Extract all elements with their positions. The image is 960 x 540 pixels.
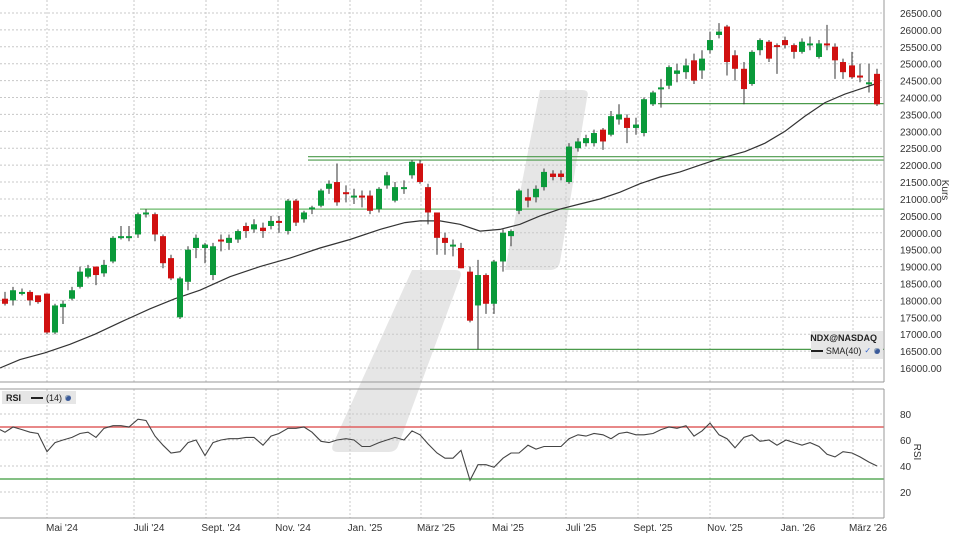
svg-text:Kurs: Kurs — [939, 180, 950, 201]
svg-text:23500.00: 23500.00 — [900, 110, 942, 121]
svg-text:RSI: RSI — [911, 444, 922, 461]
svg-text:25000.00: 25000.00 — [900, 60, 942, 71]
svg-text:20500.00: 20500.00 — [900, 212, 942, 223]
svg-text:19500.00: 19500.00 — [900, 246, 942, 257]
svg-text:Juli '24: Juli '24 — [134, 523, 165, 534]
sma-line — [0, 81, 881, 369]
svg-text:21000.00: 21000.00 — [900, 195, 942, 206]
svg-text:60: 60 — [900, 436, 912, 447]
svg-text:22500.00: 22500.00 — [900, 144, 942, 155]
svg-text:März '25: März '25 — [417, 523, 455, 534]
svg-text:März '26: März '26 — [849, 523, 887, 534]
legend-rsi-title: RSI — [6, 392, 22, 403]
svg-text:26000.00: 26000.00 — [900, 26, 942, 37]
settings-globe-icon[interactable] — [65, 394, 72, 401]
support-resistance-lines — [140, 103, 884, 351]
svg-text:20000.00: 20000.00 — [900, 229, 942, 240]
svg-text:16500.00: 16500.00 — [900, 347, 942, 358]
svg-text:26500.00: 26500.00 — [900, 9, 942, 20]
line-swatch-icon — [811, 349, 823, 352]
watermark-logo — [332, 90, 588, 452]
svg-text:Sept. '24: Sept. '24 — [201, 523, 241, 534]
svg-text:22000.00: 22000.00 — [900, 161, 942, 172]
svg-text:20: 20 — [900, 488, 912, 499]
settings-globe-icon[interactable] — [874, 347, 880, 354]
candlesticks — [2, 23, 880, 350]
time-axis: Mai '24 Juli '24 Sept. '24 Nov. '24 Jan. '25… — [46, 523, 887, 534]
svg-text:Sept. '25: Sept. '25 — [633, 523, 673, 534]
svg-text:17000.00: 17000.00 — [900, 330, 942, 341]
legend-rsi-period: (14) — [46, 392, 63, 403]
svg-text:40: 40 — [900, 462, 912, 473]
svg-text:16000.00: 16000.00 — [900, 364, 942, 375]
svg-text:19000.00: 19000.00 — [900, 263, 942, 274]
svg-text:18500.00: 18500.00 — [900, 279, 942, 290]
check-icon[interactable]: ✓ — [864, 346, 872, 355]
rsi-axis: 80 60 40 20 RSI — [900, 410, 922, 499]
svg-text:Jan. '26: Jan. '26 — [781, 523, 816, 534]
price-axis: 26500.00 26000.00 25500.00 25000.00 24500.00… — [900, 9, 950, 375]
rsi-line — [0, 418, 878, 482]
rsi-grid — [0, 389, 884, 518]
legend-sma: SMA(40) — [825, 345, 862, 356]
legend-symbol: NDX@NASDAQ — [810, 332, 877, 343]
svg-text:Nov. '24: Nov. '24 — [275, 523, 311, 534]
svg-text:21500.00: 21500.00 — [900, 178, 942, 189]
svg-text:Jan. '25: Jan. '25 — [348, 523, 383, 534]
svg-text:24000.00: 24000.00 — [900, 94, 942, 105]
line-swatch-icon — [31, 396, 44, 399]
svg-text:24500.00: 24500.00 — [900, 77, 942, 88]
svg-text:17500.00: 17500.00 — [900, 313, 942, 324]
svg-text:Nov. '25: Nov. '25 — [707, 523, 743, 534]
svg-text:23000.00: 23000.00 — [900, 127, 942, 138]
svg-text:18000.00: 18000.00 — [900, 296, 942, 307]
svg-text:Juli '25: Juli '25 — [566, 523, 597, 534]
rsi-legend: RSI (14) — [2, 391, 76, 404]
svg-text:Mai '24: Mai '24 — [46, 523, 78, 534]
svg-text:80: 80 — [900, 410, 912, 421]
chart-frames — [0, 0, 885, 519]
svg-text:Mai '25: Mai '25 — [492, 523, 524, 534]
main-legend: NDX@NASDAQ SMA(40) ✓ — [810, 331, 883, 359]
svg-text:25500.00: 25500.00 — [900, 43, 942, 54]
